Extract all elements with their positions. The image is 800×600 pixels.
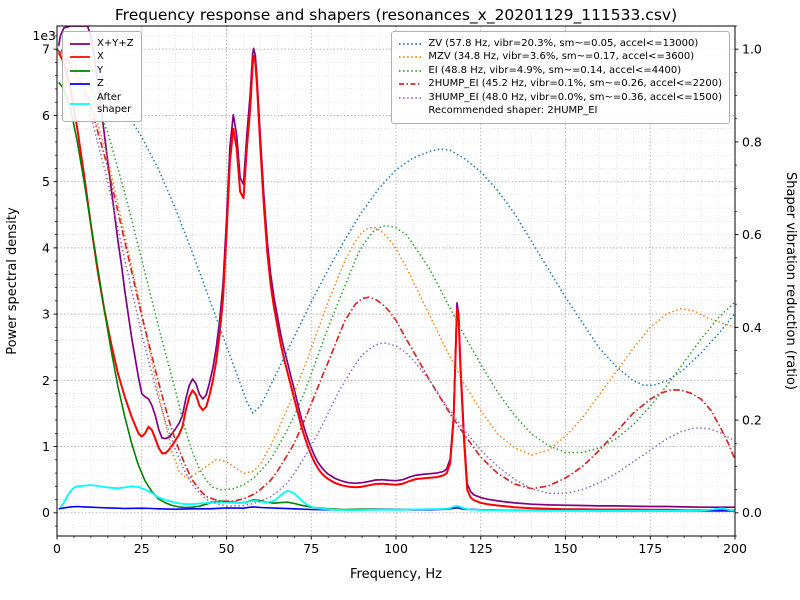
- series-shaper-2hump-ei: [57, 48, 735, 503]
- legend-line-sample: [399, 69, 422, 72]
- x-tick-label: 150: [554, 541, 578, 556]
- legend-line-sample: [399, 83, 422, 85]
- y-right-axis-label: Shaper vibration reduction (ratio): [783, 172, 798, 390]
- recommended-shaper-text: Recommended shaper: 2HUMP_EI: [428, 105, 598, 116]
- legend-line-sample: [70, 42, 90, 45]
- x-tick-label: 125: [469, 541, 493, 556]
- legend-entry-shaper-3hump-ei: 3HUMP_EI (48.0 Hz, vibr=0.0%, sm~=0.36, …: [398, 92, 722, 104]
- legend-entry-shaper-mzv: MZV (34.8 Hz, vibr=3.6%, sm~=0.17, accel…: [398, 51, 722, 63]
- y-left-tick-label: 3: [42, 307, 50, 322]
- y-left-tick-label: 6: [42, 108, 50, 123]
- legend-entry-label: 2HUMP_EI (45.2 Hz, vibr=0.1%, sm~=0.26, …: [428, 78, 722, 89]
- y-right-tick-label: 0.6: [742, 227, 762, 242]
- y-left-axis-label: Power spectral density: [5, 207, 20, 355]
- series-shaper-ei: [57, 48, 735, 491]
- legend-entry-label: Z: [97, 78, 104, 89]
- legend-entry-psd-after-shaper: After shaper: [69, 92, 134, 116]
- legend-entry-label: X+Y+Z: [97, 37, 134, 49]
- y-right-tick-label: 0.2: [742, 412, 762, 427]
- x-tick-label: 0: [53, 541, 61, 556]
- legend-entry-label: Y: [97, 64, 104, 76]
- psd-legend: X+Y+Z X Y Z After shaper: [62, 31, 142, 122]
- y-left-tick-label: 7: [42, 42, 50, 57]
- shaper-legend: ZV (57.8 Hz, vibr=20.3%, sm~=0.05, accel…: [391, 31, 730, 124]
- legend-entry-label: ZV (57.8 Hz, vibr=20.3%, sm~=0.05, accel…: [428, 37, 699, 49]
- legend-entry-label: After shaper: [97, 91, 132, 115]
- chart-title: Frequency response and shapers (resonanc…: [115, 6, 677, 25]
- y-left-tick-label: 1: [42, 439, 50, 454]
- legend-entry-shaper-ei: EI (48.8 Hz, vibr=4.9%, sm~=0.14, accel<…: [398, 65, 722, 77]
- x-axis-label: Frequency, Hz: [350, 567, 442, 582]
- x-tick-label: 100: [384, 541, 408, 556]
- recommended-shaper-row: Recommended shaper: 2HUMP_EI: [398, 105, 722, 117]
- legend-entry-label: MZV (34.8 Hz, vibr=3.6%, sm~=0.17, accel…: [428, 51, 695, 62]
- legend-entry-shaper-2hump-ei: 2HUMP_EI (45.2 Hz, vibr=0.1%, sm~=0.26, …: [398, 78, 722, 90]
- x-tick-label: 75: [303, 541, 319, 556]
- legend-entry-label: 3HUMP_EI (48.0 Hz, vibr=0.0%, sm~=0.36, …: [428, 91, 722, 103]
- series-psd-after-shaper: [59, 484, 735, 512]
- series-shaper-zv: [57, 48, 735, 414]
- y-right-tick-label: 0.4: [742, 320, 762, 335]
- y-left-tick-label: 4: [42, 240, 50, 255]
- y-right-tick-label: 1.0: [742, 42, 762, 57]
- y-right-tick-label: 0.0: [742, 505, 762, 520]
- legend-entry-psd-x: X: [69, 51, 134, 63]
- y-left-tick-label: 5: [42, 174, 50, 189]
- legend-entry-psd-sum: X+Y+Z: [69, 38, 134, 50]
- y-left-offset-text: 1e3: [32, 28, 56, 43]
- legend-line-sample: [70, 69, 90, 72]
- x-tick-label: 50: [219, 541, 235, 556]
- x-tick-label: 200: [723, 541, 747, 556]
- x-tick-label: 25: [134, 541, 150, 556]
- legend-line-sample: [70, 83, 90, 85]
- legend-entry-label: EI (48.8 Hz, vibr=4.9%, sm~=0.14, accel<…: [428, 64, 682, 76]
- legend-entry-shaper-zv: ZV (57.8 Hz, vibr=20.3%, sm~=0.05, accel…: [398, 38, 722, 50]
- y-left-tick-label: 0: [42, 505, 50, 520]
- legend-line-sample: [70, 102, 90, 105]
- x-tick-label: 175: [638, 541, 662, 556]
- legend-line-sample: [399, 42, 422, 45]
- legend-line-sample: [399, 96, 422, 99]
- y-left-tick-label: 2: [42, 373, 50, 388]
- legend-entry-psd-z: Z: [69, 78, 134, 90]
- legend-entry-label: X: [97, 51, 104, 62]
- legend-line-sample: [70, 56, 90, 58]
- legend-line-sample: [399, 56, 422, 58]
- series-psd-x: [57, 52, 735, 512]
- legend-entry-psd-y: Y: [69, 65, 134, 77]
- y-right-tick-label: 0.8: [742, 134, 762, 149]
